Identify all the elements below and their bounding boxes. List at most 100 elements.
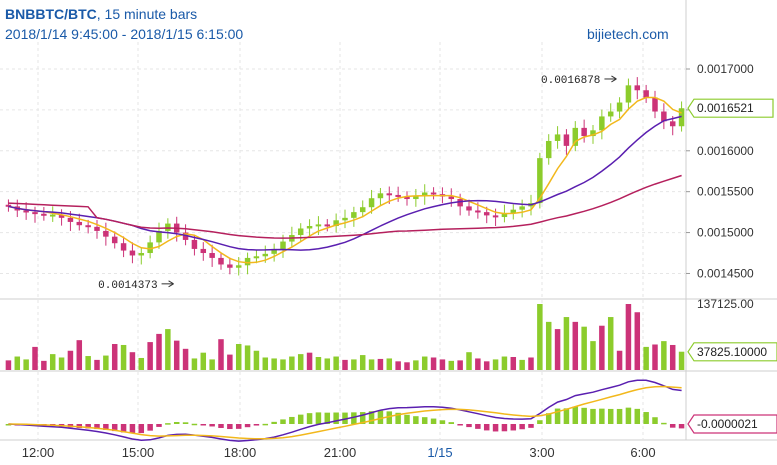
x-tick-label: 15:00 bbox=[122, 445, 155, 460]
volume-bar bbox=[501, 356, 508, 370]
volume-bar bbox=[289, 356, 295, 370]
macd-histogram-bar bbox=[156, 424, 162, 427]
date-range-label: 2018/1/14 9:45:00 - 2018/1/15 6:15:00 bbox=[5, 26, 244, 42]
volume-bar bbox=[599, 325, 605, 370]
x-tick-label: 3:00 bbox=[529, 445, 554, 460]
macd-histogram-bar bbox=[359, 412, 366, 424]
volume-bar bbox=[616, 350, 623, 370]
volume-bar bbox=[572, 321, 579, 370]
volume-bar bbox=[607, 317, 614, 370]
candle bbox=[76, 221, 83, 226]
volume-bar bbox=[262, 357, 269, 370]
candle bbox=[590, 130, 596, 137]
macd-histogram-bar bbox=[76, 424, 83, 429]
macd-histogram-bar bbox=[466, 424, 472, 428]
volume-bar bbox=[457, 360, 463, 370]
candle bbox=[661, 111, 667, 122]
volume-bar bbox=[333, 356, 339, 370]
volume-bar bbox=[182, 348, 189, 370]
candle bbox=[5, 204, 12, 207]
candle bbox=[41, 213, 47, 216]
candle bbox=[182, 232, 189, 240]
macd-histogram-bar bbox=[607, 408, 614, 424]
candle bbox=[280, 241, 286, 249]
candle bbox=[218, 257, 224, 265]
volume-bar bbox=[439, 359, 446, 370]
volume-bar bbox=[466, 352, 472, 370]
candle bbox=[244, 257, 251, 266]
volume-bar bbox=[156, 333, 162, 370]
candle bbox=[129, 250, 136, 256]
macd-histogram-bar bbox=[147, 424, 153, 431]
volume-bar bbox=[537, 304, 543, 370]
candle bbox=[262, 253, 269, 257]
candle bbox=[58, 214, 65, 218]
last-price-tag bbox=[687, 98, 774, 118]
candle bbox=[359, 207, 366, 213]
volume-bar bbox=[297, 354, 304, 370]
macd-histogram-bar bbox=[492, 424, 499, 432]
macd-histogram-bar bbox=[616, 408, 623, 424]
macd-histogram-bar bbox=[483, 424, 490, 431]
volume-bar bbox=[14, 356, 21, 370]
volume-bar bbox=[528, 357, 534, 370]
volume-bar bbox=[510, 357, 517, 370]
macd-histogram-bar bbox=[475, 424, 481, 429]
macd-histogram-bar bbox=[209, 424, 215, 427]
candle bbox=[599, 116, 605, 131]
macd-histogram-bar bbox=[537, 420, 543, 424]
candle bbox=[625, 85, 632, 103]
volume-bar bbox=[377, 358, 384, 370]
x-tick-label: 1/15 bbox=[427, 445, 452, 460]
volume-bar bbox=[448, 360, 455, 370]
volume-bar bbox=[200, 352, 207, 370]
y-tick-label: 0.0015500 bbox=[697, 185, 754, 199]
candle bbox=[581, 127, 587, 137]
candle bbox=[120, 243, 127, 251]
volume-bar bbox=[430, 357, 437, 370]
macd-histogram-bar bbox=[413, 416, 419, 424]
macd-histogram-bar bbox=[563, 408, 570, 424]
candle bbox=[652, 97, 658, 112]
macd-histogram-bar bbox=[386, 411, 393, 424]
macd-histogram-bar bbox=[528, 424, 534, 428]
ma-fast-line bbox=[8, 96, 682, 264]
macd-histogram-bar bbox=[643, 412, 649, 424]
volume-bar bbox=[395, 361, 401, 370]
candle bbox=[156, 230, 162, 243]
macd-line bbox=[8, 379, 682, 442]
macd-histogram-bar bbox=[85, 424, 91, 429]
candle bbox=[324, 224, 331, 227]
macd-histogram-bar bbox=[590, 408, 596, 424]
volume-bar bbox=[625, 304, 632, 370]
macd-histogram-bar bbox=[342, 412, 348, 424]
volume-bar bbox=[191, 358, 198, 370]
volume-bar bbox=[209, 359, 215, 370]
candle bbox=[669, 121, 676, 127]
candle bbox=[209, 253, 215, 258]
macd-histogram-bar bbox=[554, 408, 561, 424]
macd-histogram-bar bbox=[120, 424, 127, 433]
candle bbox=[563, 134, 570, 146]
volume-bar bbox=[165, 329, 171, 370]
candle bbox=[554, 134, 561, 141]
candle bbox=[634, 85, 641, 91]
macd-histogram-bar bbox=[652, 417, 658, 424]
macd-histogram-bar bbox=[111, 424, 118, 432]
candle bbox=[138, 253, 145, 256]
volume-bar bbox=[253, 350, 260, 370]
y-tick-label: 0.0017000 bbox=[697, 62, 754, 76]
y-tick-label: 0.0016000 bbox=[697, 144, 754, 158]
candle bbox=[519, 206, 525, 210]
candle bbox=[147, 242, 153, 254]
annotation-arrowhead bbox=[168, 280, 174, 288]
candle bbox=[94, 226, 100, 231]
macd-histogram-bar bbox=[421, 417, 428, 424]
volume-bar bbox=[271, 358, 277, 370]
volume-bar bbox=[41, 360, 47, 370]
candle bbox=[67, 217, 74, 222]
volume-bar bbox=[111, 344, 118, 370]
macd-histogram-bar bbox=[191, 423, 198, 426]
last-price-label: 0.0016521 bbox=[697, 101, 754, 115]
candle bbox=[616, 102, 623, 112]
